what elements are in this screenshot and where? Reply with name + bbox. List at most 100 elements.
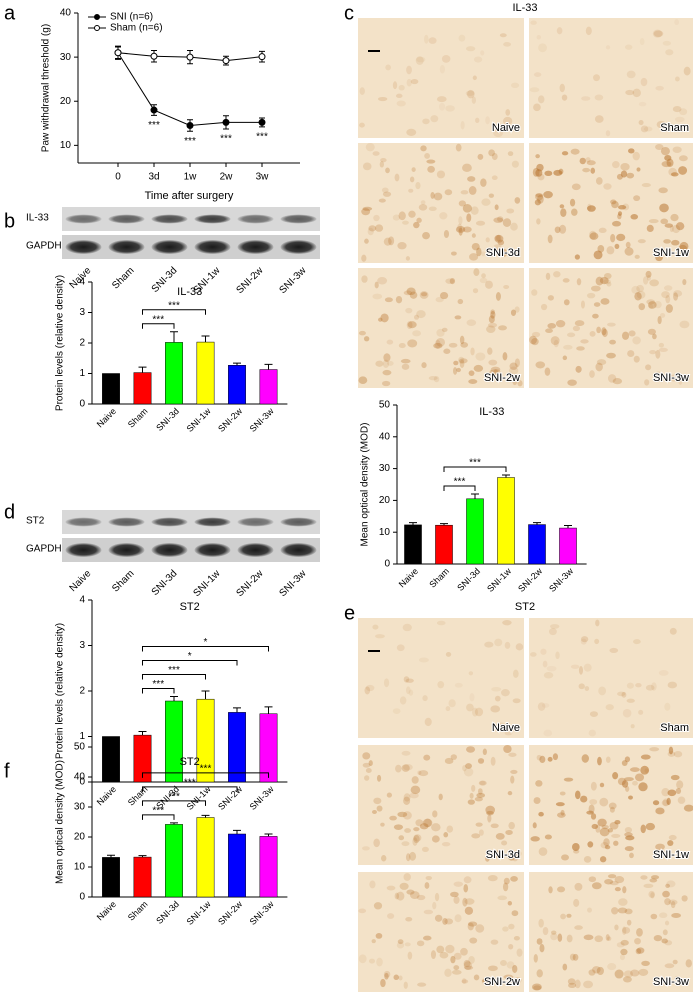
significance-label: *** <box>200 764 212 775</box>
cell <box>474 707 484 717</box>
cell <box>533 953 538 963</box>
cell <box>506 208 515 214</box>
cell <box>589 232 599 240</box>
cell <box>373 214 380 222</box>
micrograph <box>529 268 693 388</box>
cell <box>455 226 466 233</box>
cell <box>580 795 588 803</box>
cell <box>683 804 693 812</box>
x-tick-label: SNI-2w <box>516 566 544 594</box>
cell <box>547 234 553 244</box>
cell <box>362 162 372 171</box>
cell <box>380 157 387 163</box>
cell <box>567 332 576 338</box>
cell <box>367 227 374 236</box>
cell <box>598 686 607 696</box>
cell <box>599 797 609 807</box>
error-bar <box>471 493 479 499</box>
cell <box>502 116 513 126</box>
cell <box>535 154 540 159</box>
panel-letter: c <box>344 2 354 24</box>
cell <box>499 33 507 38</box>
cell <box>434 892 440 902</box>
cell <box>549 628 557 636</box>
cell <box>659 912 668 919</box>
cell <box>538 95 545 104</box>
cell <box>637 239 646 244</box>
cell <box>605 45 611 50</box>
cell <box>586 160 596 166</box>
cell <box>597 818 607 827</box>
cell <box>596 966 604 976</box>
cell <box>458 356 465 364</box>
cell <box>678 166 688 175</box>
cell <box>372 624 379 630</box>
cell <box>470 206 479 215</box>
cell <box>359 87 365 95</box>
cell <box>402 623 412 632</box>
cell <box>488 965 498 972</box>
cell <box>458 227 463 236</box>
cell <box>560 809 565 816</box>
cell <box>410 78 419 85</box>
cell <box>646 299 656 305</box>
cell <box>416 894 426 901</box>
micrograph-label: SNI-1w <box>653 247 689 259</box>
cell <box>592 313 599 319</box>
cell <box>583 980 594 989</box>
cell <box>530 20 537 25</box>
cell <box>430 115 439 123</box>
cell <box>547 295 554 301</box>
x-axis-label: Time after surgery <box>145 190 234 202</box>
cell <box>638 120 644 126</box>
cell <box>436 620 446 626</box>
significance-bracket <box>142 786 238 792</box>
cell <box>652 333 657 340</box>
cell <box>503 974 514 980</box>
significance-label: *** <box>454 477 466 488</box>
cell <box>453 965 460 971</box>
micrograph-label: SNI-2w <box>484 372 520 384</box>
panel-letter: e <box>344 602 355 624</box>
cell <box>459 359 465 369</box>
cell <box>563 777 574 782</box>
blot-lane-label: SNI-3d <box>150 568 180 598</box>
cell <box>507 901 513 906</box>
cell <box>472 75 477 81</box>
cell <box>467 799 475 805</box>
cell <box>560 913 567 920</box>
significance-label: *** <box>152 806 164 817</box>
blot-band <box>280 214 317 224</box>
x-tick-label: SNI-3w <box>547 566 575 594</box>
cell <box>416 940 425 947</box>
cell <box>649 747 660 752</box>
cell <box>376 774 382 782</box>
x-tick-label: Sham <box>126 899 150 923</box>
point <box>222 57 230 65</box>
cell <box>508 943 514 950</box>
cell <box>445 944 455 954</box>
y-tick-label: 20 <box>74 832 86 843</box>
cell <box>361 254 367 262</box>
cell <box>661 161 672 168</box>
cell <box>674 975 680 982</box>
error-bar <box>233 362 241 366</box>
cell <box>393 974 400 981</box>
cell <box>550 336 560 346</box>
cell <box>361 208 371 216</box>
cell <box>601 327 607 336</box>
cell <box>374 281 379 289</box>
significance-label: *** <box>168 792 180 803</box>
y-tick-label: 4 <box>79 595 85 606</box>
cell <box>664 702 671 711</box>
cell <box>617 205 627 210</box>
cell <box>490 705 501 713</box>
cell <box>545 272 551 281</box>
cell <box>553 271 561 278</box>
cell <box>606 352 616 359</box>
cell <box>503 744 512 754</box>
bar <box>102 736 120 783</box>
cell <box>506 961 515 969</box>
cell <box>625 241 631 249</box>
cell <box>510 875 518 882</box>
